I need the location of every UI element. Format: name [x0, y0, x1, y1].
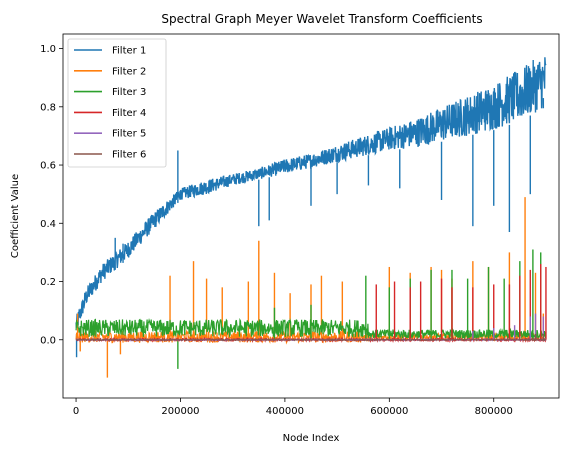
x-tick-label: 0 [73, 406, 79, 417]
x-tick-label: 600000 [370, 406, 408, 417]
legend-item: Filter 3 [74, 87, 146, 98]
x-tick-label: 200000 [161, 406, 199, 417]
y-tick-label: 0.8 [40, 102, 56, 113]
legend-item: Filter 4 [74, 108, 146, 119]
legend-label: Filter 1 [112, 46, 146, 57]
chart-title: Spectral Graph Meyer Wavelet Transform C… [161, 12, 482, 26]
plot-area [75, 57, 547, 378]
x-tick-label: 400000 [266, 406, 304, 417]
x-axis: 0 200000 400000 600000 800000 [73, 398, 513, 417]
x-tick-label: 800000 [475, 406, 513, 417]
legend: Filter 1 Filter 2 Filter 3 Filter 4 Filter 5… [67, 38, 167, 168]
y-tick-label: 0.4 [40, 219, 56, 230]
series-6 [75, 333, 547, 342]
legend-label: Filter 6 [112, 150, 146, 161]
series-1 [75, 57, 547, 358]
plot-frame [62, 33, 560, 399]
series-6-line [75, 337, 547, 342]
y-axis: 0.0 0.2 0.4 0.6 0.8 1.0 [40, 44, 63, 346]
legend-item: Filter 1 [74, 46, 146, 57]
x-axis-title: Node Index [283, 433, 340, 444]
legend-label: Filter 5 [112, 129, 146, 140]
y-tick-label: 0.0 [40, 335, 56, 346]
y-tick-label: 1.0 [40, 44, 56, 55]
legend-box [67, 38, 167, 168]
legend-label: Filter 3 [112, 87, 146, 98]
legend-label: Filter 2 [112, 66, 146, 77]
y-tick-label: 0.6 [40, 161, 56, 172]
legend-label: Filter 4 [112, 108, 146, 119]
legend-item: Filter 2 [74, 66, 146, 77]
y-tick-label: 0.2 [40, 277, 56, 288]
series-layer [75, 57, 547, 378]
y-axis-title: Coefficient Value [10, 174, 21, 258]
legend-item: Filter 5 [74, 129, 146, 140]
series-1-line [75, 57, 547, 328]
legend-item: Filter 6 [74, 150, 146, 161]
